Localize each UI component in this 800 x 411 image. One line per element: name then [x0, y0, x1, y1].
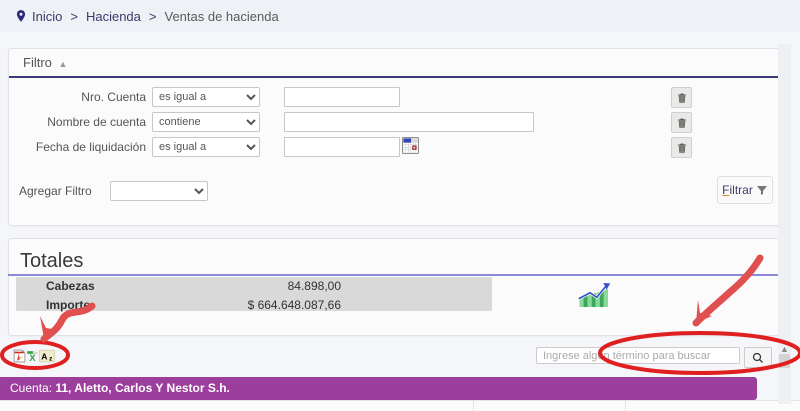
svg-text:z: z: [49, 355, 52, 362]
svg-text:X: X: [29, 353, 36, 363]
svg-text:A: A: [41, 352, 47, 362]
